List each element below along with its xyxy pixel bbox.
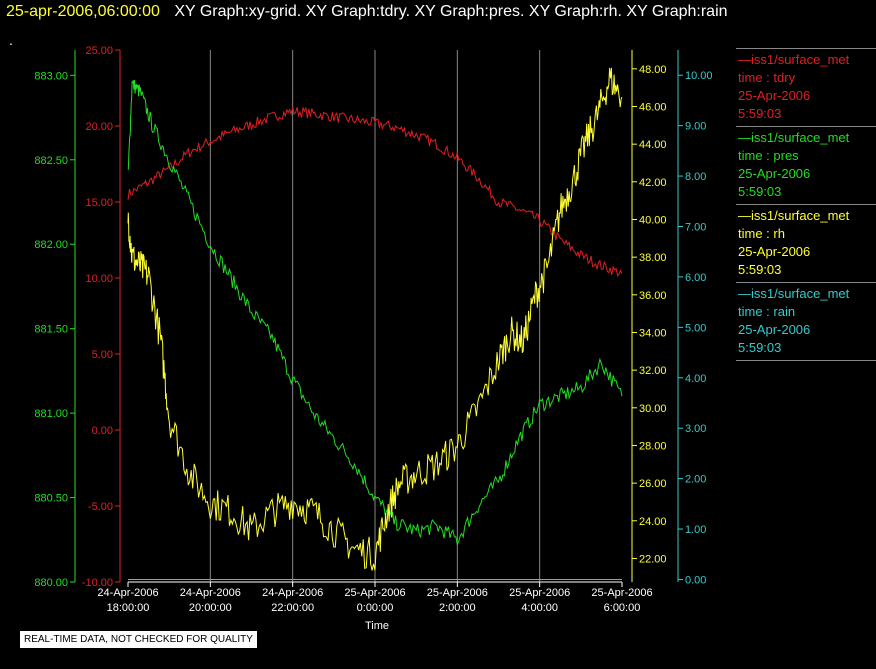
y-tick-label-pres: 883.00	[34, 70, 68, 82]
legend-variable: time : rain	[738, 304, 796, 319]
x-tick-label-date: 24-Apr-2006	[180, 587, 241, 599]
y-tick-label-rh: 36.00	[639, 290, 667, 302]
legend-series-name: —iss1/surface_met	[738, 208, 850, 223]
series-line-tdry	[127, 106, 623, 277]
legend-date: 25-Apr-2006	[738, 166, 811, 181]
legend-date: 25-Apr-2006	[738, 244, 811, 259]
x-tick-label-time: 2:00:00	[439, 602, 476, 614]
legend: —iss1/surface_met time : tdry 25-Apr-2006 5…	[736, 48, 876, 361]
legend-date: 25-Apr-2006	[738, 322, 811, 337]
legend-date: 25-Apr-2006	[738, 88, 811, 103]
series-line-pres	[127, 79, 623, 546]
xy-graph: 24-Apr-2006 18:00:00 24-Apr-2006 20:00:00 24…	[34, 45, 713, 632]
y-tick-label-rh: 26.00	[639, 478, 667, 490]
y-tick-label-tdry: 10.00	[85, 273, 113, 285]
legend-variable: time : pres	[738, 148, 799, 163]
legend-time: 5:59:03	[738, 262, 782, 277]
x-tick-label-date: 25-Apr-2006	[509, 587, 570, 599]
x-tick-label-date: 25-Apr-2006	[591, 587, 652, 599]
y-tick-label-rh: 28.00	[639, 440, 667, 452]
y-tick-label-rh: 44.00	[639, 139, 667, 151]
y-tick-label-tdry: -5.00	[88, 501, 113, 513]
y-tick-label-tdry: -10.00	[82, 577, 113, 589]
x-tick-label-date: 25-Apr-2006	[427, 587, 488, 599]
x-tick-label-time: 22:00:00	[271, 602, 314, 614]
y-tick-label-rh: 46.00	[639, 101, 667, 113]
x-tick-label-date: 25-Apr-2006	[344, 587, 405, 599]
x-tick-label-time: 6:00:00	[604, 602, 641, 614]
y-tick-label-tdry: 15.00	[85, 197, 113, 209]
legend-variable: time : rh	[738, 226, 785, 241]
y-tick-label-rh: 34.00	[639, 327, 667, 339]
y-tick-label-rh: 30.00	[639, 403, 667, 415]
y-tick-label-rain: 3.00	[685, 423, 706, 435]
y-tick-label-rain: 5.00	[685, 322, 706, 334]
x-tick-label-time: 0:00:00	[357, 602, 394, 614]
legend-variable: time : tdry	[738, 70, 796, 85]
legend-time: 5:59:03	[738, 340, 782, 355]
x-tick-label-date: 24-Apr-2006	[97, 587, 158, 599]
legend-series-name: —iss1/surface_met	[738, 286, 850, 301]
y-tick-label-rain: 0.00	[685, 574, 706, 586]
quality-disclaimer: REAL-TIME DATA, NOT CHECKED FOR QUALITY	[20, 631, 257, 648]
legend-series-name: —iss1/surface_met	[738, 130, 850, 145]
x-tick-label-time: 4:00:00	[521, 602, 558, 614]
y-tick-label-rain: 10.00	[685, 70, 713, 82]
header-dot: .	[9, 32, 13, 48]
header-graph-titles: XY Graph:xy-grid. XY Graph:tdry. XY Grap…	[174, 3, 728, 20]
header-datetime: 25-apr-2006,06:00:00	[6, 3, 160, 20]
series-line-rh	[127, 67, 623, 571]
y-tick-label-rh: 22.00	[639, 553, 667, 565]
x-tick-label-time: 18:00:00	[107, 602, 150, 614]
y-tick-label-pres: 881.00	[34, 408, 68, 420]
legend-time: 5:59:03	[738, 184, 782, 199]
legend-time: 5:59:03	[738, 106, 782, 121]
y-tick-label-tdry: 5.00	[92, 349, 113, 361]
legend-series-name: —iss1/surface_met	[738, 52, 850, 67]
y-tick-label-rain: 4.00	[685, 373, 706, 385]
x-tick-label-date: 24-Apr-2006	[262, 587, 323, 599]
y-tick-label-tdry: 25.00	[85, 45, 113, 57]
y-tick-label-rain: 2.00	[685, 474, 706, 486]
y-tick-label-rain: 7.00	[685, 221, 706, 233]
x-axis-label: Time	[365, 620, 389, 632]
y-tick-label-pres: 882.50	[34, 155, 68, 167]
y-tick-label-tdry: 20.00	[85, 121, 113, 133]
y-tick-label-pres: 881.50	[34, 324, 68, 336]
y-tick-label-rh: 48.00	[639, 64, 667, 76]
y-tick-label-rh: 32.00	[639, 365, 667, 377]
x-tick-label-time: 20:00:00	[189, 602, 232, 614]
y-tick-label-rain: 1.00	[685, 524, 706, 536]
y-tick-label-rh: 42.00	[639, 177, 667, 189]
y-tick-label-rh: 38.00	[639, 252, 667, 264]
y-tick-label-rh: 40.00	[639, 214, 667, 226]
y-tick-label-pres: 882.00	[34, 239, 68, 251]
y-tick-label-rh: 24.00	[639, 516, 667, 528]
chart-header: 25-apr-2006,06:00:00 XY Graph:xy-grid. X…	[6, 3, 728, 21]
y-tick-label-rain: 6.00	[685, 272, 706, 284]
y-tick-label-pres: 880.00	[34, 577, 68, 589]
y-tick-label-rain: 9.00	[685, 121, 706, 133]
y-tick-label-rain: 8.00	[685, 171, 706, 183]
y-tick-label-tdry: 0.00	[92, 425, 113, 437]
y-tick-label-pres: 880.50	[34, 493, 68, 505]
